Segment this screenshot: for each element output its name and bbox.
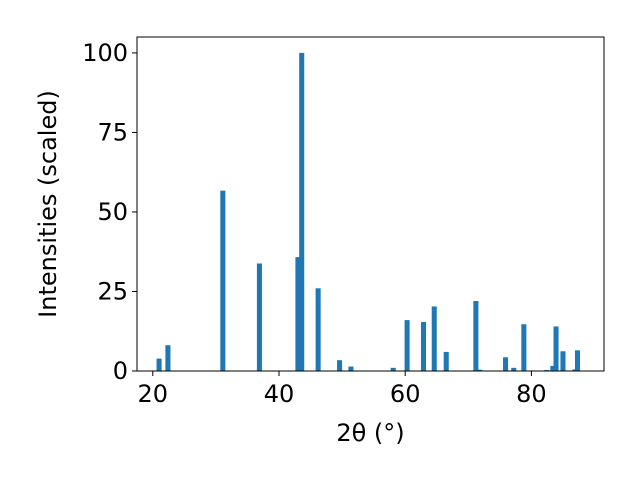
bar	[574, 350, 581, 371]
bar	[404, 320, 410, 371]
bar	[299, 52, 305, 372]
bar	[256, 263, 262, 371]
plot-frame	[136, 36, 605, 372]
y-tick-label: 100	[82, 39, 128, 67]
bar	[431, 306, 437, 371]
bar	[165, 345, 171, 371]
bar	[348, 366, 354, 371]
bar	[560, 351, 566, 371]
y-tick-label: 75	[97, 118, 128, 146]
x-tick-label: 20	[138, 380, 169, 408]
x-tick-label: 80	[516, 380, 547, 408]
x-tick-label: 60	[390, 380, 421, 408]
bar	[390, 367, 396, 371]
bar	[156, 358, 162, 371]
bar	[572, 369, 578, 371]
bar	[503, 357, 509, 371]
bar	[443, 351, 449, 371]
bar	[337, 360, 343, 371]
bar	[550, 365, 556, 371]
y-tick-label: 0	[113, 357, 128, 385]
y-tick-label: 25	[97, 277, 128, 305]
x-tick-label: 40	[264, 380, 295, 408]
bar	[220, 190, 226, 371]
bar	[521, 324, 527, 371]
y-axis-ticks: 0 25 50 75 100	[82, 39, 137, 385]
bar	[295, 257, 301, 371]
y-axis-label: Intensities (scaled)	[34, 90, 62, 318]
bar	[473, 301, 479, 371]
bar	[420, 322, 427, 371]
bar	[553, 326, 559, 371]
bar	[477, 369, 483, 371]
bar	[315, 288, 321, 371]
x-axis-label: 2θ (°)	[336, 419, 404, 447]
y-tick-label: 50	[97, 198, 128, 226]
bar	[511, 367, 517, 371]
x-axis-ticks: 20 40 60 80	[138, 371, 547, 408]
bars-group	[156, 52, 581, 372]
